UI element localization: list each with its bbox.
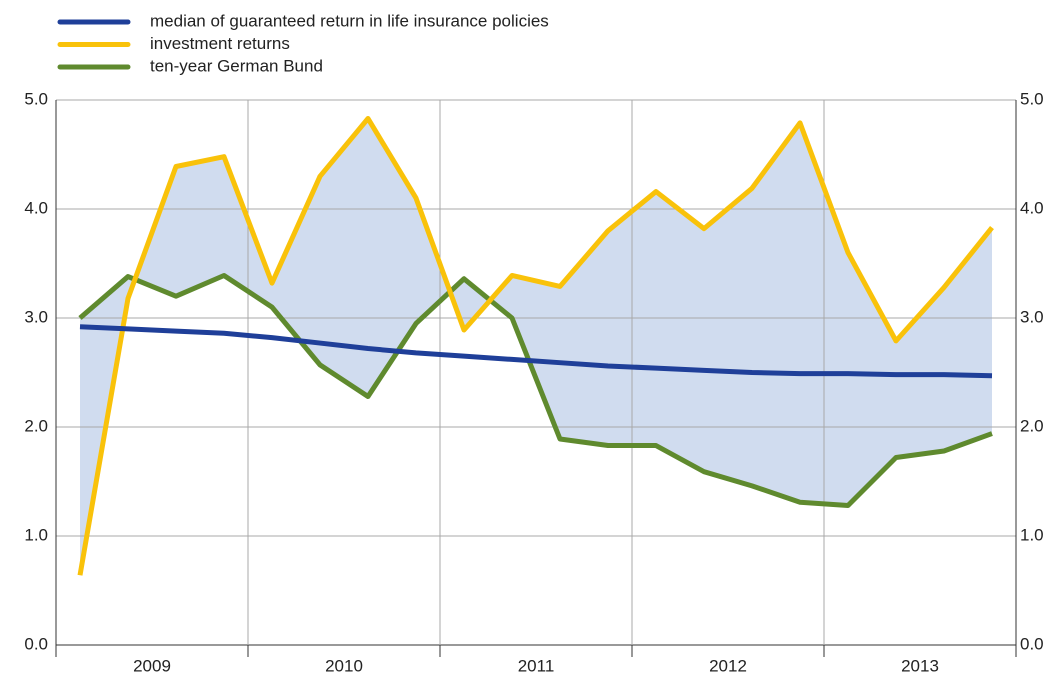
legend-label: investment returns: [150, 34, 290, 53]
series-line: [79, 324, 993, 379]
x-tick-label: 2013: [901, 656, 939, 675]
y2-tick-label: 4.0: [1020, 198, 1044, 217]
y-tick-label: 0.0: [24, 634, 48, 653]
y2-tick-label: 0.0: [1020, 634, 1044, 653]
y-tick-label: 4.0: [24, 198, 48, 217]
legend-label: ten-year German Bund: [150, 56, 323, 75]
y2-tick-label: 3.0: [1020, 307, 1044, 326]
y2-tick-label: 1.0: [1020, 525, 1044, 544]
y-tick-label: 1.0: [24, 525, 48, 544]
series-line: [78, 272, 993, 508]
shaded-band: [80, 118, 992, 576]
series-line: [77, 116, 994, 576]
y-tick-label: 5.0: [24, 89, 48, 108]
legend-label: median of guaranteed return in life insu…: [150, 11, 549, 30]
y2-tick-label: 5.0: [1020, 89, 1044, 108]
x-tick-label: 2009: [133, 656, 171, 675]
y2-tick-label: 2.0: [1020, 416, 1044, 435]
x-tick-label: 2012: [709, 656, 747, 675]
y-tick-label: 3.0: [24, 307, 48, 326]
x-tick-label: 2010: [325, 656, 363, 675]
x-tick-label: 2011: [518, 656, 555, 675]
y-tick-label: 2.0: [24, 416, 48, 435]
